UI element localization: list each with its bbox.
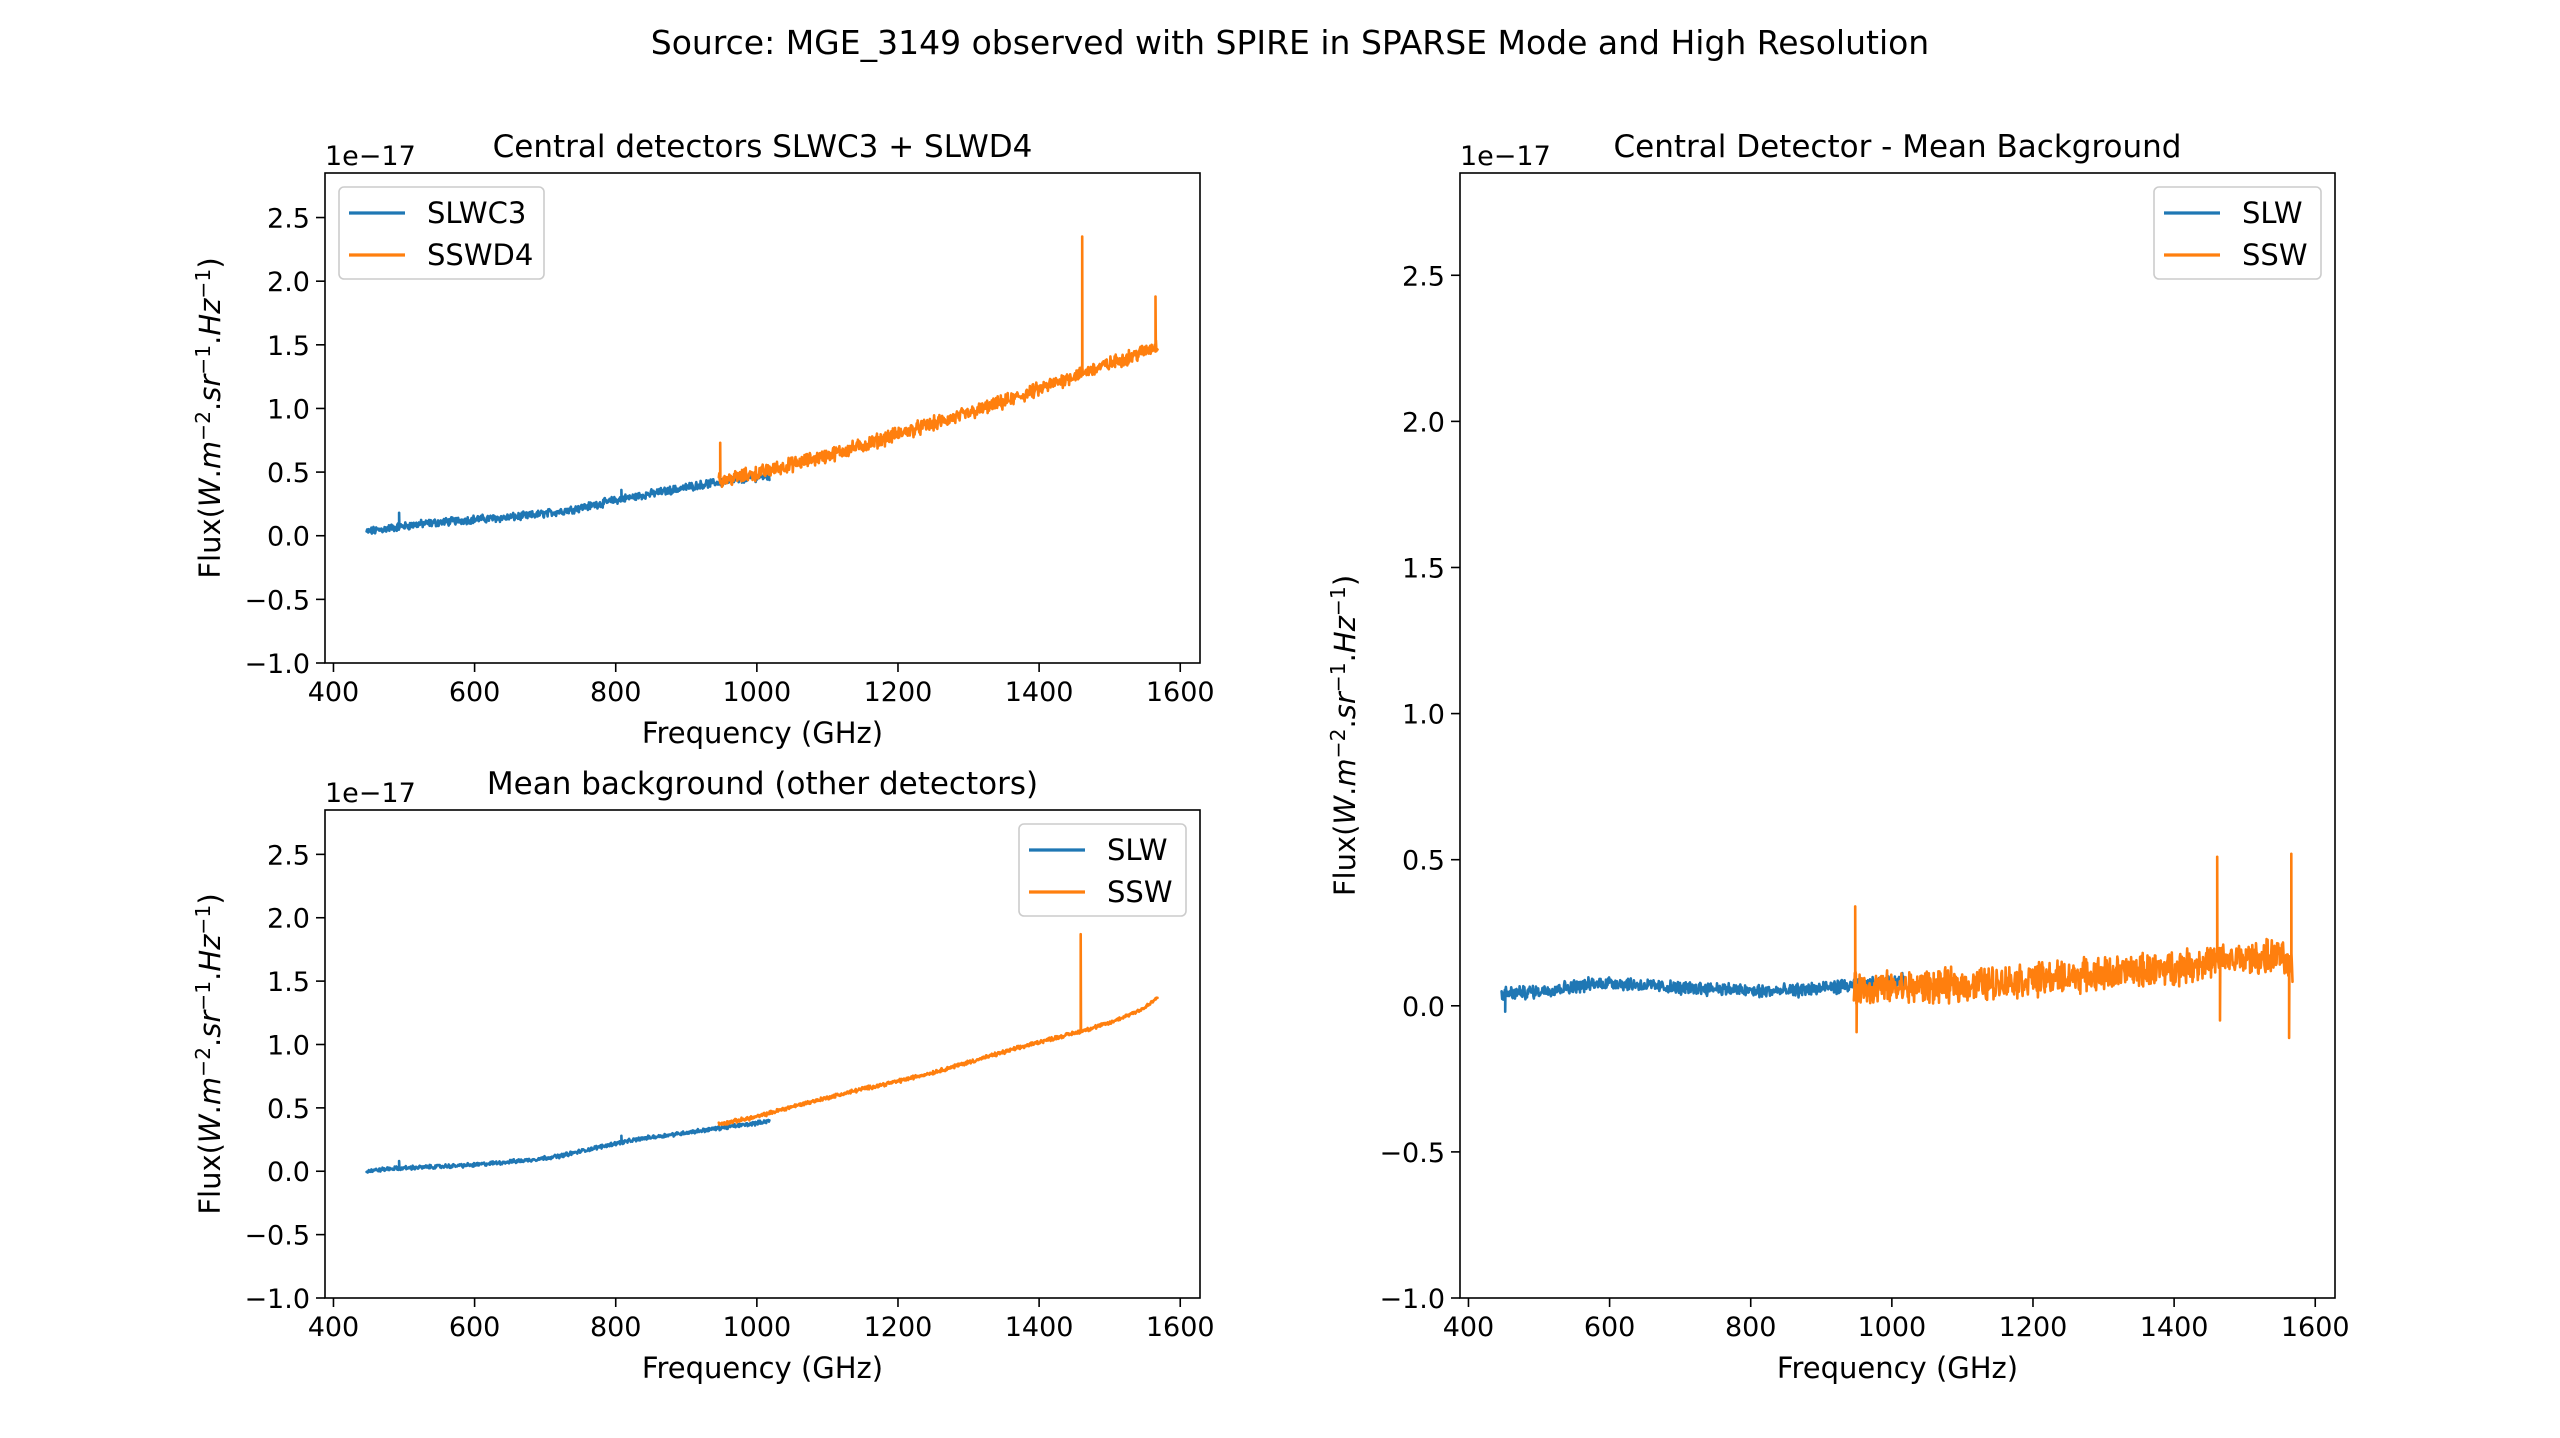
series-line-ssw — [717, 932, 1159, 1127]
x-tick-label: 1400 — [1005, 1312, 1074, 1343]
x-tick-label: 800 — [590, 677, 642, 708]
y-offset-label: 1e−17 — [325, 778, 416, 809]
x-tick-label: 1600 — [1146, 1312, 1215, 1343]
legend: SLW SSW — [1018, 823, 1187, 917]
x-axis-label: Frequency (GHz) — [642, 716, 883, 750]
legend-label: SLW — [2242, 196, 2303, 230]
x-tick-label: 800 — [590, 1312, 642, 1343]
axes-frame — [324, 809, 1201, 1299]
y-tick-label: 2.5 — [267, 204, 310, 235]
y-tick-label: 1.0 — [1402, 700, 1445, 731]
series-line-ssw — [1852, 852, 2294, 1040]
y-tick-label: 2.0 — [267, 904, 310, 935]
series-line-slw — [365, 1118, 771, 1174]
x-tick-label: 1600 — [2281, 1312, 2350, 1343]
y-tick-label: 0.0 — [267, 522, 310, 553]
y-tick-label: 0.5 — [267, 1094, 310, 1125]
series-line-slw — [1500, 971, 1906, 1013]
y-tick-label: −0.5 — [244, 1221, 310, 1252]
y-axis-label: Flux(W.m−2.sr−1.Hz−1) — [191, 893, 227, 1214]
legend-label: SLW — [1107, 833, 1168, 867]
y-tick-label: 1.5 — [267, 967, 310, 998]
y-tick-label: 0.0 — [1402, 992, 1445, 1023]
panel-title: Mean background (other detectors) — [487, 766, 1038, 802]
legend: SLW SSW — [2153, 186, 2322, 280]
x-tick-label: 600 — [449, 1312, 501, 1343]
x-tick-label: 1200 — [1999, 1312, 2068, 1343]
y-tick-label: 1.0 — [267, 1030, 310, 1061]
axes-frame — [324, 172, 1201, 664]
series-line-sswd4 — [717, 235, 1159, 489]
y-offset-label: 1e−17 — [325, 141, 416, 172]
y-tick-label: 1.0 — [267, 394, 310, 425]
legend: SLWC3 SSWD4 — [338, 186, 545, 280]
y-tick-label: 2.5 — [1402, 261, 1445, 292]
series-group — [365, 932, 1159, 1174]
x-tick-label: 1200 — [864, 1312, 933, 1343]
y-tick-label: −0.5 — [1379, 1138, 1445, 1169]
y-tick-label: 2.5 — [267, 840, 310, 871]
panel-central-minus-background: 400 600 800 1000 1200 1400 1600 −1.0 −0.5 0.0 0.5 1… — [1326, 129, 2350, 1385]
panel-central-detectors: 400 600 800 1000 1200 1400 1600 −1.0 −0.5 0.0 0.5 1… — [191, 129, 1215, 750]
series-group — [1500, 852, 2294, 1040]
x-tick-label: 1000 — [1857, 1312, 1926, 1343]
legend-label: SSW — [2242, 238, 2308, 272]
figure-title: Source: MGE_3149 observed with SPIRE in … — [651, 23, 1929, 62]
x-tick-label: 400 — [1443, 1312, 1495, 1343]
x-tick-label: 600 — [1584, 1312, 1636, 1343]
y-offset-label: 1e−17 — [1460, 141, 1551, 172]
x-tick-label: 1600 — [1146, 677, 1215, 708]
series-line-slwc3 — [365, 472, 771, 535]
x-axis-label: Frequency (GHz) — [1777, 1351, 2018, 1385]
x-tick-label: 1400 — [1005, 677, 1074, 708]
x-tick-label: 400 — [308, 1312, 360, 1343]
y-axis-label: Flux(W.m−2.sr−1.Hz−1) — [191, 257, 227, 578]
axes-frame — [1459, 172, 2336, 1299]
y-tick-label: 0.0 — [267, 1157, 310, 1188]
x-tick-label: 1200 — [864, 677, 933, 708]
y-tick-label: 1.5 — [1402, 553, 1445, 584]
y-tick-label: 0.5 — [1402, 846, 1445, 877]
y-tick-label: −1.0 — [244, 1284, 310, 1315]
x-tick-label: 600 — [449, 677, 501, 708]
y-tick-label: −1.0 — [1379, 1284, 1445, 1315]
x-tick-label: 1000 — [722, 1312, 791, 1343]
y-tick-label: 2.0 — [267, 267, 310, 298]
y-tick-label: 1.5 — [267, 331, 310, 362]
y-tick-label: −0.5 — [244, 585, 310, 616]
x-tick-label: 800 — [1725, 1312, 1777, 1343]
legend-label: SSW — [1107, 875, 1173, 909]
y-axis-label: Flux(W.m−2.sr−1.Hz−1) — [1326, 575, 1362, 896]
panel-mean-background: 400 600 800 1000 1200 1400 1600 −1.0 −0.5 0.0 0.5 1… — [191, 766, 1215, 1385]
y-tick-label: 0.5 — [267, 458, 310, 489]
panel-title: Central detectors SLWC3 + SLWD4 — [493, 129, 1033, 165]
x-tick-label: 1000 — [722, 677, 791, 708]
legend-label: SSWD4 — [427, 238, 533, 272]
x-tick-label: 400 — [308, 677, 360, 708]
y-tick-label: −1.0 — [244, 649, 310, 680]
y-tick-label: 2.0 — [1402, 407, 1445, 438]
panel-title: Central Detector - Mean Background — [1614, 129, 2182, 165]
series-group — [365, 235, 1159, 535]
x-tick-label: 1400 — [2140, 1312, 2209, 1343]
legend-label: SLWC3 — [427, 196, 526, 230]
x-axis-label: Frequency (GHz) — [642, 1351, 883, 1385]
